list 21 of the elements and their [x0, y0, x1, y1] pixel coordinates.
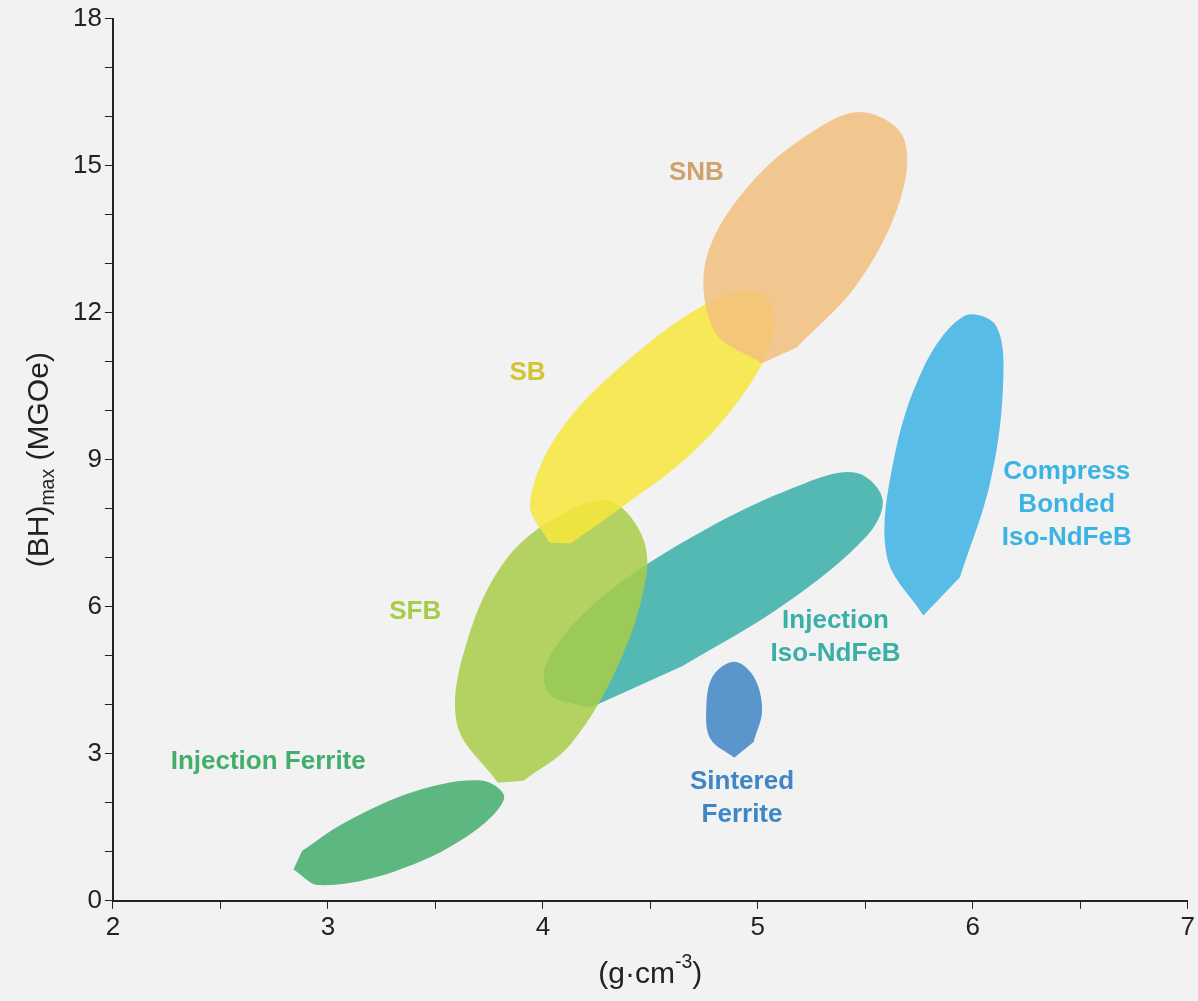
- series-label: Sintered Ferrite: [689, 764, 795, 828]
- y-tick-label: 12: [73, 295, 102, 326]
- x-tick-label: 5: [750, 910, 766, 941]
- series-label: SFB: [389, 594, 442, 625]
- y-tick-label: 0: [87, 883, 102, 914]
- y-tick-label: 18: [73, 1, 102, 32]
- y-tick-label: 9: [87, 442, 102, 473]
- y-tick-label: 15: [73, 148, 102, 179]
- x-tick-label: 4: [535, 910, 551, 941]
- x-tick-label: 2: [105, 910, 121, 941]
- series-label: SNB: [668, 155, 724, 186]
- x-tick-label: 7: [1180, 910, 1195, 941]
- x-tick-label: 6: [965, 910, 981, 941]
- x-tick-label: 3: [320, 910, 336, 941]
- series-label: SB: [509, 355, 546, 386]
- y-tick-label: 3: [87, 736, 102, 767]
- y-tick-label: 6: [87, 589, 102, 620]
- y-axis-title: (BH)max (MGOe): [21, 352, 59, 568]
- series-label: Compress Bonded Iso-NdFeB: [1001, 454, 1132, 551]
- series-label: Injection Ferrite: [170, 745, 366, 776]
- series-label: Injection Iso-NdFeB: [770, 603, 901, 667]
